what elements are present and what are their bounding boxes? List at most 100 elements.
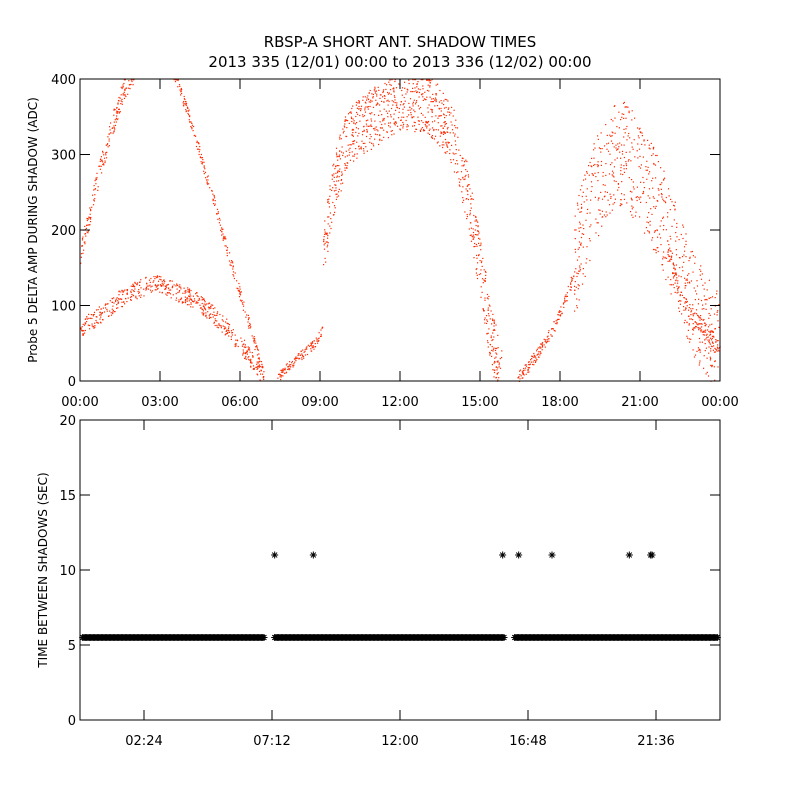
top-data-point bbox=[237, 345, 239, 348]
top-data-point bbox=[604, 195, 606, 197]
top-data-point bbox=[379, 94, 381, 96]
top-data-point bbox=[328, 198, 330, 200]
top-data-point bbox=[706, 299, 708, 301]
top-data-point bbox=[641, 135, 643, 137]
top-data-point bbox=[250, 365, 252, 367]
top-data-point bbox=[217, 218, 219, 220]
top-data-point bbox=[704, 339, 706, 341]
top-data-point bbox=[710, 345, 713, 347]
top-data-point bbox=[611, 170, 614, 172]
top-data-point bbox=[717, 348, 719, 350]
top-data-point bbox=[632, 181, 634, 183]
top-data-point bbox=[606, 191, 608, 193]
top-data-point bbox=[225, 327, 227, 329]
top-data-point bbox=[690, 251, 692, 253]
top-data-point bbox=[609, 164, 612, 166]
top-data-point bbox=[329, 232, 331, 234]
top-data-point bbox=[342, 128, 344, 130]
top-data-point bbox=[438, 115, 440, 117]
top-data-point bbox=[597, 199, 599, 201]
top-data-point bbox=[596, 222, 598, 224]
top-data-point bbox=[558, 318, 560, 320]
top-data-point bbox=[133, 290, 135, 292]
top-data-point bbox=[700, 265, 702, 267]
top-data-point bbox=[381, 139, 383, 141]
top-data-point bbox=[570, 286, 572, 288]
top-data-point bbox=[484, 270, 487, 272]
top-data-point bbox=[237, 288, 239, 290]
top-data-point bbox=[113, 297, 115, 299]
top-data-point bbox=[130, 290, 132, 292]
top-data-point bbox=[381, 127, 383, 129]
top-data-point bbox=[425, 125, 427, 127]
top-data-point bbox=[121, 103, 123, 105]
top-data-point bbox=[540, 352, 542, 354]
top-data-point bbox=[301, 358, 303, 361]
top-data-point bbox=[412, 101, 414, 103]
top-data-point bbox=[416, 83, 418, 86]
top-data-point bbox=[388, 81, 390, 83]
top-data-point bbox=[263, 378, 265, 380]
top-data-point bbox=[623, 144, 625, 146]
top-data-point bbox=[379, 138, 381, 140]
top-data-point bbox=[677, 282, 679, 284]
top-data-point bbox=[601, 225, 603, 227]
top-data-point bbox=[194, 134, 196, 136]
top-data-point bbox=[81, 239, 84, 241]
top-data-point bbox=[585, 262, 587, 264]
top-data-point bbox=[402, 125, 404, 127]
top-data-point bbox=[557, 318, 559, 320]
top-data-point bbox=[609, 153, 611, 155]
top-data-point bbox=[685, 233, 687, 235]
top-data-point bbox=[581, 185, 583, 187]
top-data-point bbox=[628, 159, 630, 161]
top-data-point bbox=[225, 245, 227, 247]
top-data-point bbox=[387, 93, 389, 95]
top-data-point bbox=[713, 336, 715, 338]
top-data-point bbox=[699, 319, 701, 321]
top-data-point bbox=[686, 301, 688, 303]
top-data-point bbox=[202, 314, 204, 316]
top-data-point bbox=[188, 290, 190, 292]
top-data-point bbox=[181, 89, 183, 91]
top-data-point bbox=[623, 165, 625, 167]
top-data-point bbox=[671, 252, 673, 254]
top-data-point bbox=[617, 183, 619, 185]
top-data-point bbox=[653, 163, 655, 165]
top-data-point bbox=[363, 148, 365, 150]
top-data-point bbox=[597, 222, 599, 224]
top-data-point bbox=[471, 198, 473, 200]
top-data-point bbox=[541, 344, 543, 346]
top-data-point bbox=[371, 93, 373, 95]
top-data-point bbox=[426, 121, 428, 123]
top-data-point bbox=[452, 132, 454, 134]
top-data-point bbox=[672, 262, 674, 264]
top-data-point bbox=[222, 238, 224, 240]
top-data-point bbox=[179, 290, 181, 292]
top-data-point bbox=[248, 317, 250, 319]
top-data-point bbox=[171, 285, 174, 287]
top-data-point bbox=[713, 351, 715, 353]
top-data-point bbox=[574, 215, 576, 217]
top-data-point bbox=[623, 198, 625, 200]
top-data-point bbox=[412, 103, 414, 105]
top-data-point bbox=[335, 187, 337, 189]
top-data-point bbox=[612, 120, 614, 122]
top-data-point bbox=[235, 339, 237, 341]
top-data-point bbox=[189, 115, 191, 117]
top-data-point bbox=[546, 339, 548, 341]
top-data-point bbox=[630, 197, 632, 199]
top-data-point bbox=[704, 322, 706, 324]
top-data-point bbox=[483, 319, 486, 321]
top-data-point bbox=[318, 332, 320, 334]
top-data-point bbox=[260, 361, 263, 363]
top-data-point bbox=[358, 102, 360, 104]
top-data-point bbox=[338, 170, 340, 172]
bottom-data-points bbox=[79, 551, 721, 641]
top-data-point bbox=[620, 203, 622, 205]
top-data-point bbox=[189, 121, 191, 123]
top-data-point bbox=[317, 342, 319, 344]
top-data-point bbox=[648, 147, 650, 149]
top-data-point bbox=[413, 125, 416, 127]
